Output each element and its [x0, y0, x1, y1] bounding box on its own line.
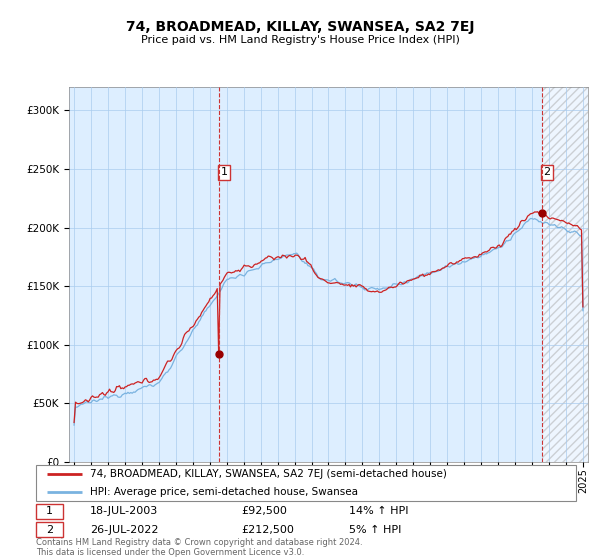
- Text: 14% ↑ HPI: 14% ↑ HPI: [349, 506, 409, 516]
- Text: 1: 1: [46, 506, 53, 516]
- FancyBboxPatch shape: [36, 504, 63, 519]
- Text: Contains HM Land Registry data © Crown copyright and database right 2024.
This d: Contains HM Land Registry data © Crown c…: [36, 538, 362, 557]
- Text: HPI: Average price, semi-detached house, Swansea: HPI: Average price, semi-detached house,…: [90, 487, 358, 497]
- Text: 2: 2: [46, 525, 53, 535]
- Text: 74, BROADMEAD, KILLAY, SWANSEA, SA2 7EJ: 74, BROADMEAD, KILLAY, SWANSEA, SA2 7EJ: [126, 20, 474, 34]
- Text: £92,500: £92,500: [241, 506, 287, 516]
- Text: 2: 2: [544, 167, 551, 178]
- FancyBboxPatch shape: [36, 465, 576, 501]
- Bar: [542, 87, 592, 462]
- Text: 1: 1: [220, 167, 227, 178]
- Text: Price paid vs. HM Land Registry's House Price Index (HPI): Price paid vs. HM Land Registry's House …: [140, 35, 460, 45]
- Text: 18-JUL-2003: 18-JUL-2003: [90, 506, 158, 516]
- Text: 5% ↑ HPI: 5% ↑ HPI: [349, 525, 401, 535]
- FancyBboxPatch shape: [36, 522, 63, 537]
- Text: 26-JUL-2022: 26-JUL-2022: [90, 525, 158, 535]
- Text: £212,500: £212,500: [241, 525, 294, 535]
- Text: 74, BROADMEAD, KILLAY, SWANSEA, SA2 7EJ (semi-detached house): 74, BROADMEAD, KILLAY, SWANSEA, SA2 7EJ …: [90, 469, 447, 479]
